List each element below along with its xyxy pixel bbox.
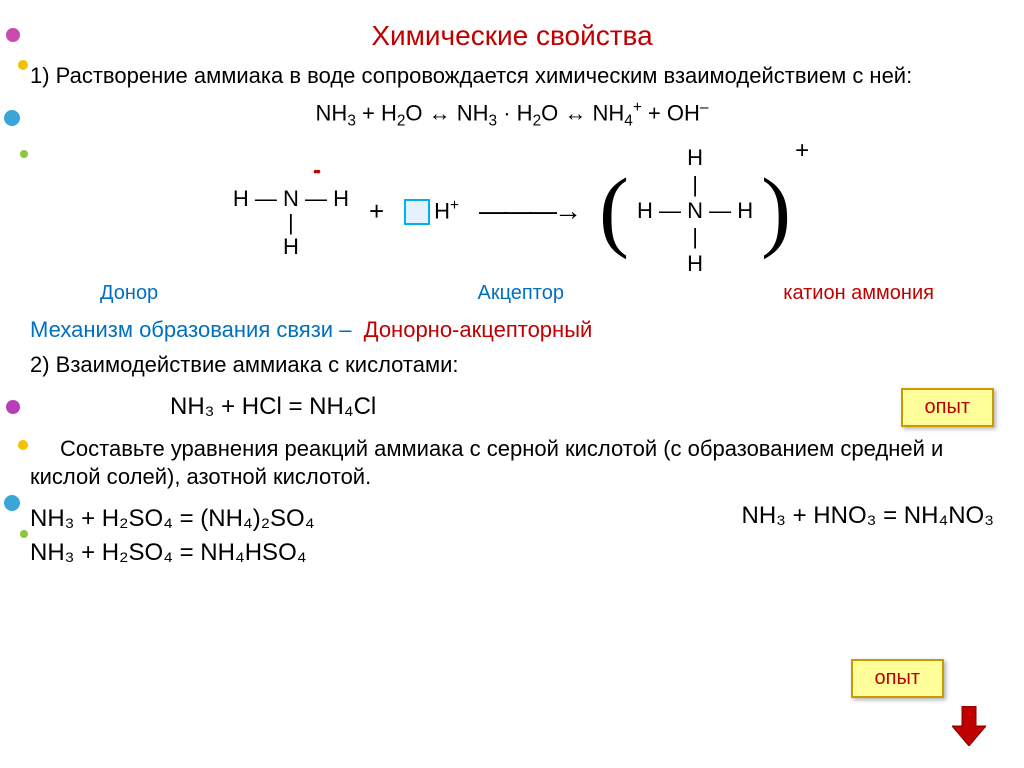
experiment-button-2[interactable]: опыт — [851, 659, 945, 698]
mechanism-line: Механизм образования связи – Донорно-акц… — [30, 317, 994, 343]
decorative-circle — [4, 110, 20, 126]
structure-labels: Донор Акцептор катион аммония — [100, 282, 934, 305]
empty-orbital-icon — [404, 199, 430, 225]
structure-diagram: H — •• H — N — H | H + H+ ———→ ( H | H —… — [30, 145, 994, 277]
acceptor-structure: H+ — [404, 198, 459, 226]
decorative-circle — [18, 440, 28, 450]
cation-structure: ( H | H — N — H | H ) + — [599, 145, 791, 277]
page-title: Химические свойства — [30, 20, 994, 52]
equation-3b: NH₃ + H₂SO₄ = NH₄HSO₄ — [30, 536, 315, 570]
cation-label: катион аммония — [783, 282, 934, 305]
decorative-circle — [6, 400, 20, 414]
equation-2: NH₃ + HCl = NH₄Cl — [170, 393, 376, 421]
decorative-circle — [20, 150, 28, 158]
decorative-circle — [6, 28, 20, 42]
equation-3a: NH₃ + H₂SO₄ = (NH₄)₂SO₄ — [30, 502, 315, 536]
reaction-arrow: ———→ — [479, 195, 579, 227]
plus-sign: + — [369, 196, 384, 227]
donor-label: Донор — [100, 282, 158, 305]
acceptor-label: Акцептор — [477, 282, 563, 305]
equation-4: NH₃ + HNO₃ = NH₄NO₃ — [742, 502, 994, 530]
section1-intro: 1) Растворение аммиака в воде сопровожда… — [30, 62, 994, 91]
experiment-button-1[interactable]: опыт — [901, 388, 995, 427]
donor-structure: H — •• H — N — H | H — [233, 163, 349, 260]
decorative-circle — [18, 60, 28, 70]
decorative-circle — [4, 495, 20, 511]
equation-1: NH3 + H2O ↔ NH3 · H2O ↔ NH4+ + OH– — [30, 99, 994, 131]
decorative-circle — [20, 530, 28, 538]
equations-left: NH₃ + H₂SO₄ = (NH₄)₂SO₄ NH₃ + H₂SO₄ = NH… — [30, 502, 315, 569]
arrow-down-icon[interactable] — [952, 706, 986, 746]
task-text: Составьте уравнения реакций аммиака с се… — [30, 435, 994, 492]
section2-intro: 2) Взаимодействие аммиака с кислотами: — [30, 351, 994, 380]
